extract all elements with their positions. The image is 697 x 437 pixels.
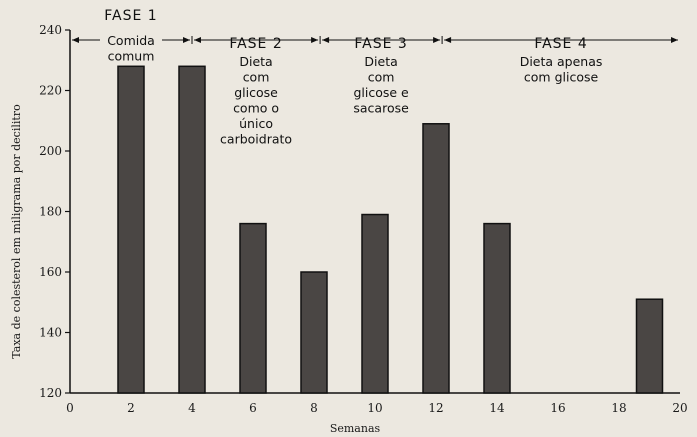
bar bbox=[300, 271, 328, 394]
bar bbox=[239, 222, 267, 394]
phase-desc-line: como o bbox=[233, 101, 279, 116]
y-tick-label: 140 bbox=[39, 326, 62, 340]
phase-arrow-right bbox=[671, 37, 678, 43]
phase-desc-line: com bbox=[368, 70, 395, 85]
y-tick-label: 200 bbox=[39, 144, 62, 158]
y-tick-label: 120 bbox=[39, 386, 62, 400]
y-tick-label: 180 bbox=[39, 205, 62, 219]
phase-arrow-right bbox=[311, 37, 319, 43]
phase-arrow-right bbox=[433, 37, 441, 43]
phase-desc-line: carboidrato bbox=[220, 132, 292, 147]
y-tick-label: 220 bbox=[39, 84, 62, 98]
phase-arrow-left bbox=[444, 37, 452, 43]
bar bbox=[361, 213, 389, 394]
phase-desc-line: sacarose bbox=[353, 101, 409, 116]
phase-arrow-left bbox=[194, 37, 201, 43]
phase-title: FASE 3 bbox=[354, 36, 407, 52]
bar bbox=[117, 65, 145, 394]
phase-title: FASE 4 bbox=[534, 36, 587, 52]
phase-desc-line: Dieta bbox=[364, 54, 397, 69]
phase-title: FASE 2 bbox=[229, 36, 282, 52]
chart-axes: 120 140 160 180 200 220 240 0 2 4 6 8 10 12 14 16 18 20 bbox=[39, 23, 688, 415]
phase-title: FASE 1 bbox=[104, 8, 157, 24]
x-tick-label: 6 bbox=[249, 401, 257, 415]
x-tick-label: 20 bbox=[672, 401, 687, 415]
bar bbox=[635, 298, 664, 394]
bar bbox=[178, 65, 206, 394]
phase-arrow-left bbox=[322, 37, 330, 43]
x-tick-label: 18 bbox=[611, 401, 626, 415]
x-tick-label: 14 bbox=[489, 401, 505, 415]
y-tick-label: 240 bbox=[39, 23, 62, 37]
x-tick-label: 16 bbox=[550, 401, 565, 415]
x-tick-label: 2 bbox=[127, 401, 135, 415]
y-tick-label: 160 bbox=[39, 265, 62, 279]
phase-desc-line: com bbox=[243, 70, 270, 85]
chart-bars bbox=[117, 65, 664, 394]
x-tick-label: 4 bbox=[188, 401, 196, 415]
bar bbox=[483, 222, 511, 394]
phase-arrow-right bbox=[183, 37, 190, 43]
phase-desc-line: Dieta apenas bbox=[520, 54, 603, 69]
phase-desc-backing bbox=[100, 33, 162, 47]
phase-desc-line: com glicose bbox=[524, 70, 599, 85]
phase-desc-line: glicose e bbox=[353, 85, 409, 100]
x-tick-label: 8 bbox=[310, 401, 318, 415]
x-tick-label: 12 bbox=[428, 401, 443, 415]
x-tick-label: 10 bbox=[367, 401, 382, 415]
phase-desc-line: Comida bbox=[107, 33, 155, 48]
chart-labels: Semanas Taxa de colesterol em miligrama p… bbox=[10, 104, 381, 435]
x-axis-title: Semanas bbox=[330, 422, 381, 435]
bar bbox=[422, 123, 450, 394]
x-tick-label: 0 bbox=[66, 401, 74, 415]
phase-desc-line: comum bbox=[108, 49, 155, 64]
phase-desc-line: Dieta bbox=[239, 54, 272, 69]
phase-arrow-left bbox=[72, 37, 79, 43]
phase-desc-line: glicose bbox=[234, 85, 278, 100]
phase-desc-line: único bbox=[239, 116, 273, 131]
y-axis-title: Taxa de colesterol em miligrama por deci… bbox=[10, 104, 23, 359]
